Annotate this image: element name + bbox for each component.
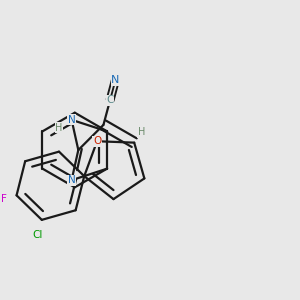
Text: N: N: [68, 175, 76, 185]
Text: Cl: Cl: [33, 230, 43, 240]
Text: H: H: [55, 123, 63, 133]
Text: F: F: [1, 194, 7, 204]
Text: O: O: [93, 136, 101, 146]
Text: C: C: [106, 95, 114, 105]
Text: H: H: [138, 128, 145, 137]
Text: N: N: [111, 75, 120, 85]
Text: N: N: [68, 115, 76, 125]
